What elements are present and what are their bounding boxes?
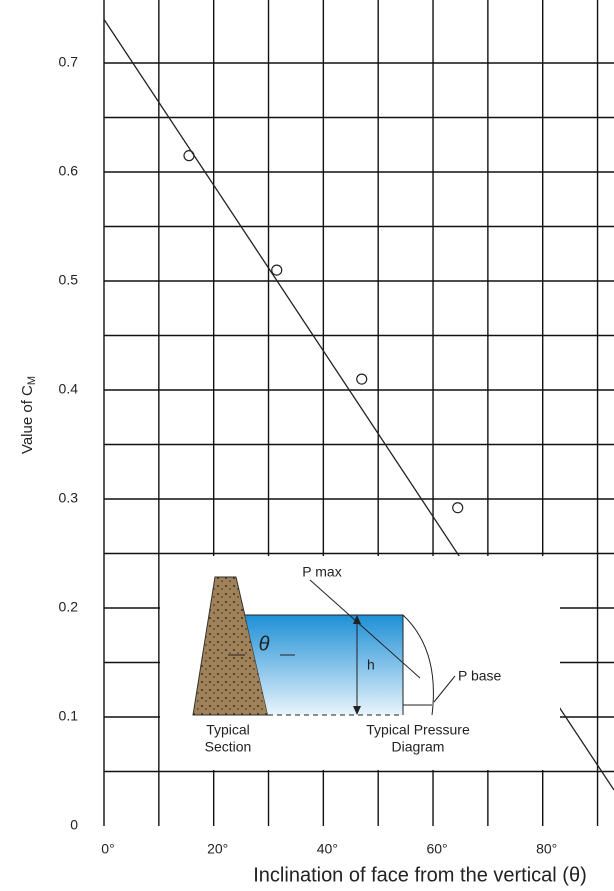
y-tick-label: 0.4 [59,381,79,397]
arrow-head [353,706,361,715]
y-tick-label: 0.7 [59,54,79,70]
y-tick-label: 0 [70,817,78,833]
x-tick-label: 80° [536,841,557,857]
x-tick-label: 20° [207,841,228,857]
y-axis-label-subscript: M [26,376,38,385]
water [245,615,403,715]
y-tick-label: 0.6 [59,163,79,179]
p-max-label: P max [302,564,341,580]
diagram-label: Typical Pressure [366,722,470,738]
y-tick-label: 0.2 [59,599,79,615]
h-label: h [367,657,375,673]
pressure-curve [402,614,434,716]
diagram-label: Diagram [392,739,445,755]
y-tick-label: 0.5 [59,272,79,288]
y-axis-label-text: Value of C [19,385,36,454]
arrow-head [353,615,361,624]
inset-diagram: P max P base h θ Typical Section Typical… [160,556,560,770]
pbase-leader [433,675,456,703]
data-point [452,502,464,514]
data-point [356,373,368,385]
x-tick-label: 60° [426,841,447,857]
y-axis-label: Value of CM [19,376,38,454]
data-point [271,264,283,276]
p-base-label: P base [458,668,502,684]
theta-label: θ [259,633,270,655]
y-tick-label: 0.3 [59,490,79,506]
x-tick-label: 0° [101,841,114,857]
section-label: Section [205,739,252,755]
y-tick-label: 0.1 [59,708,79,724]
x-tick-label: 40° [317,841,338,857]
pmax-leader [309,579,421,679]
section-label: Typical [206,722,250,738]
x-axis-label: Inclination of face from the vertical (θ… [253,864,586,886]
